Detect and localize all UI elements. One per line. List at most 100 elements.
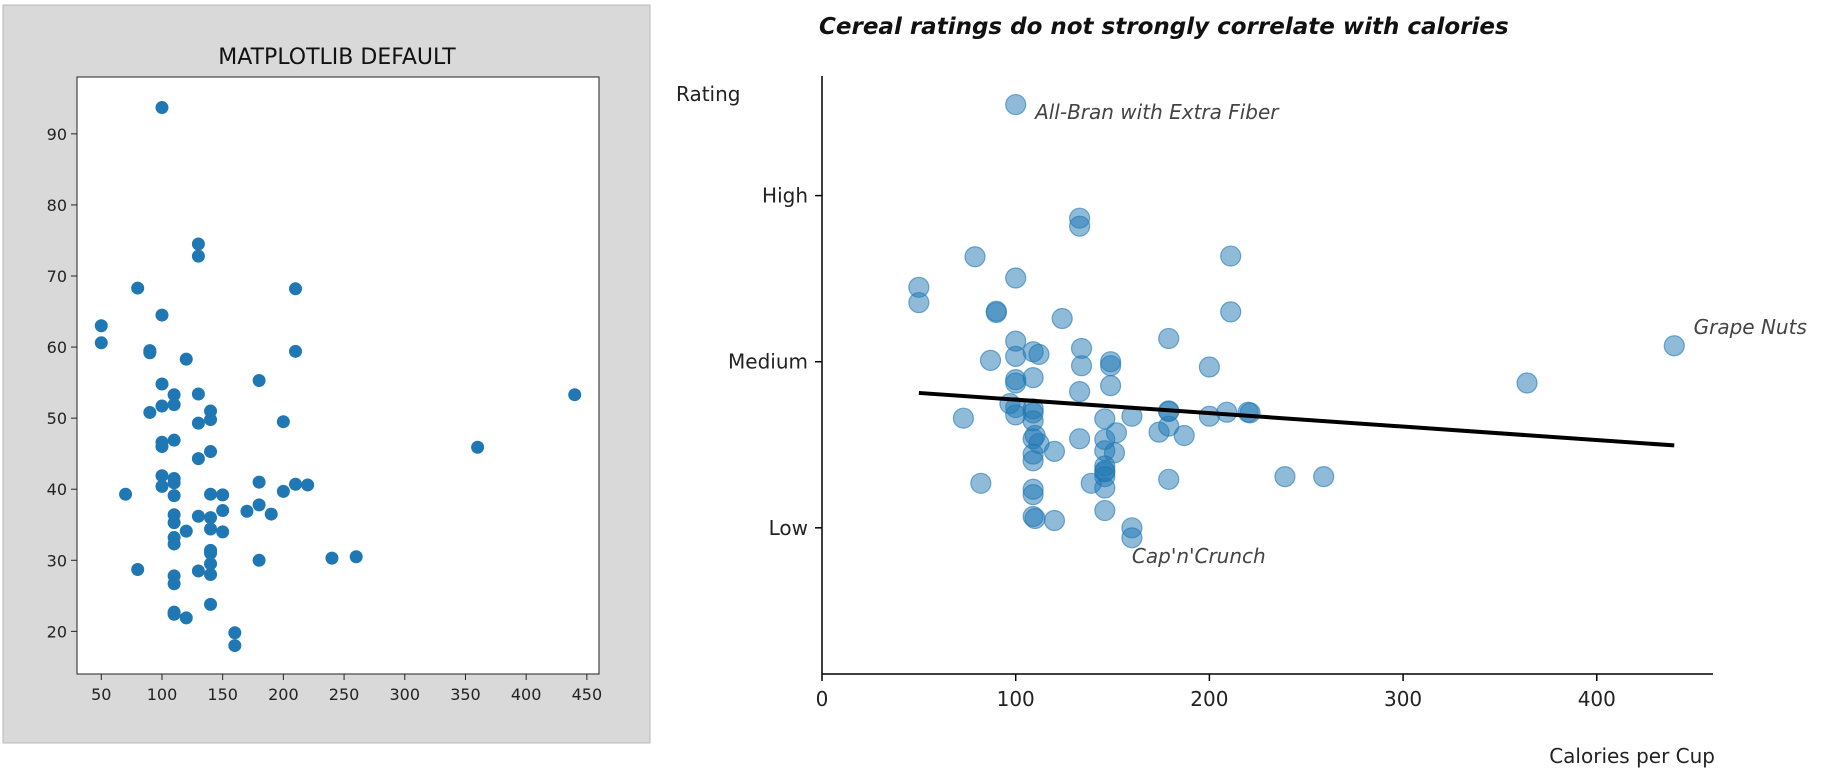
right-x-tick-label: 400 <box>1578 687 1616 711</box>
left-chart-title: MATPLOTLIB DEFAULT <box>218 45 456 70</box>
left-x-tick-label: 400 <box>511 685 542 704</box>
left-point <box>155 479 169 493</box>
right-point <box>1198 405 1220 427</box>
left-point <box>131 281 145 295</box>
point-annotation: Grape Nuts <box>1694 315 1807 339</box>
left-point <box>276 415 290 429</box>
left-point <box>119 487 133 501</box>
right-point <box>1094 477 1116 499</box>
left-point <box>252 498 266 512</box>
left-point <box>191 564 205 578</box>
right-y-tick-label: Medium <box>728 350 808 374</box>
left-x-tick-label: 200 <box>268 685 299 704</box>
left-y-tick-label: 50 <box>47 409 67 428</box>
left-plot-area <box>76 76 600 675</box>
right-point <box>1121 527 1143 549</box>
right-point <box>1239 402 1261 424</box>
right-point <box>1024 507 1046 530</box>
left-point <box>143 405 157 419</box>
right-point <box>1028 343 1050 366</box>
left-point <box>289 282 303 296</box>
right-point <box>1022 367 1044 389</box>
right-chart-title: Cereal ratings do not strongly correlate… <box>819 14 1509 40</box>
left-point <box>325 551 339 565</box>
right-point <box>1005 93 1027 116</box>
left-point <box>131 563 145 577</box>
right-point <box>1005 267 1027 289</box>
right-point <box>1094 499 1116 522</box>
left-point <box>228 626 242 640</box>
left-point <box>204 445 218 459</box>
left-y-tick-label: 20 <box>47 622 67 641</box>
left-point <box>204 597 218 611</box>
left-point <box>204 557 218 571</box>
right-x-tick-label: 100 <box>997 687 1035 711</box>
left-x-tick-label: 100 <box>147 685 178 704</box>
left-point <box>179 524 193 538</box>
left-y-tick-label: 40 <box>47 480 67 499</box>
left-point <box>252 553 266 567</box>
left-point <box>155 399 169 413</box>
right-y-ticks: Low Medium High <box>728 184 822 540</box>
left-point <box>252 373 266 387</box>
left-point <box>204 522 218 536</box>
left-point <box>349 550 363 564</box>
left-point <box>143 346 157 360</box>
right-point <box>1220 245 1242 267</box>
left-point <box>191 452 205 466</box>
right-point <box>1105 422 1128 444</box>
left-point <box>167 476 181 490</box>
left-point <box>167 489 181 503</box>
right-point <box>1100 375 1122 397</box>
left-point <box>228 639 242 653</box>
right-point <box>1516 372 1538 394</box>
left-point <box>155 469 169 483</box>
right-point <box>985 301 1007 324</box>
left-point <box>191 387 205 401</box>
right-x-tick-label: 300 <box>1384 687 1422 711</box>
left-point <box>240 504 254 518</box>
point-annotation: All-Bran with Extra Fiber <box>1033 100 1280 124</box>
left-x-ticks: 50 100 150 200 250 300 350 400 450 <box>91 674 602 704</box>
right-point <box>1100 355 1122 377</box>
left-point <box>167 577 181 591</box>
right-point <box>1274 466 1296 488</box>
right-point <box>1663 335 1685 357</box>
left-y-tick-label: 80 <box>47 196 67 215</box>
left-point <box>301 478 315 492</box>
left-x-tick-label: 50 <box>91 685 111 704</box>
right-point <box>1005 345 1027 367</box>
left-point <box>204 511 218 525</box>
left-point <box>167 607 181 621</box>
left-point <box>155 440 169 454</box>
left-panel: MATPLOTLIB DEFAULT 50 100 150 200 250 300 350 4… <box>2 4 651 744</box>
left-point <box>167 433 181 447</box>
right-point <box>1022 484 1044 506</box>
left-x-tick-label: 150 <box>207 685 238 704</box>
left-y-tick-label: 30 <box>47 551 67 570</box>
left-point <box>191 249 205 263</box>
right-point <box>1158 327 1180 350</box>
right-x-tick-label: 0 <box>816 687 829 711</box>
left-point <box>568 388 582 402</box>
right-point <box>979 349 1002 371</box>
left-point <box>179 352 193 366</box>
right-point <box>1069 215 1091 237</box>
left-point <box>167 537 181 551</box>
left-point <box>216 525 230 539</box>
right-point <box>1069 381 1091 403</box>
left-point <box>204 568 218 581</box>
left-point <box>94 319 108 333</box>
right-point <box>964 246 986 268</box>
left-x-tick-label: 300 <box>389 685 420 704</box>
right-y-axis-label: Rating <box>676 82 740 106</box>
left-point <box>264 507 278 521</box>
left-y-tick-label: 60 <box>47 338 67 357</box>
right-x-tick-label: 200 <box>1190 687 1228 711</box>
right-point <box>952 407 974 429</box>
right-point <box>1043 509 1066 532</box>
right-panel: Cereal ratings do not strongly correlate… <box>676 14 1807 768</box>
right-point <box>908 291 930 314</box>
right-point <box>1158 415 1180 437</box>
left-point <box>289 344 303 358</box>
